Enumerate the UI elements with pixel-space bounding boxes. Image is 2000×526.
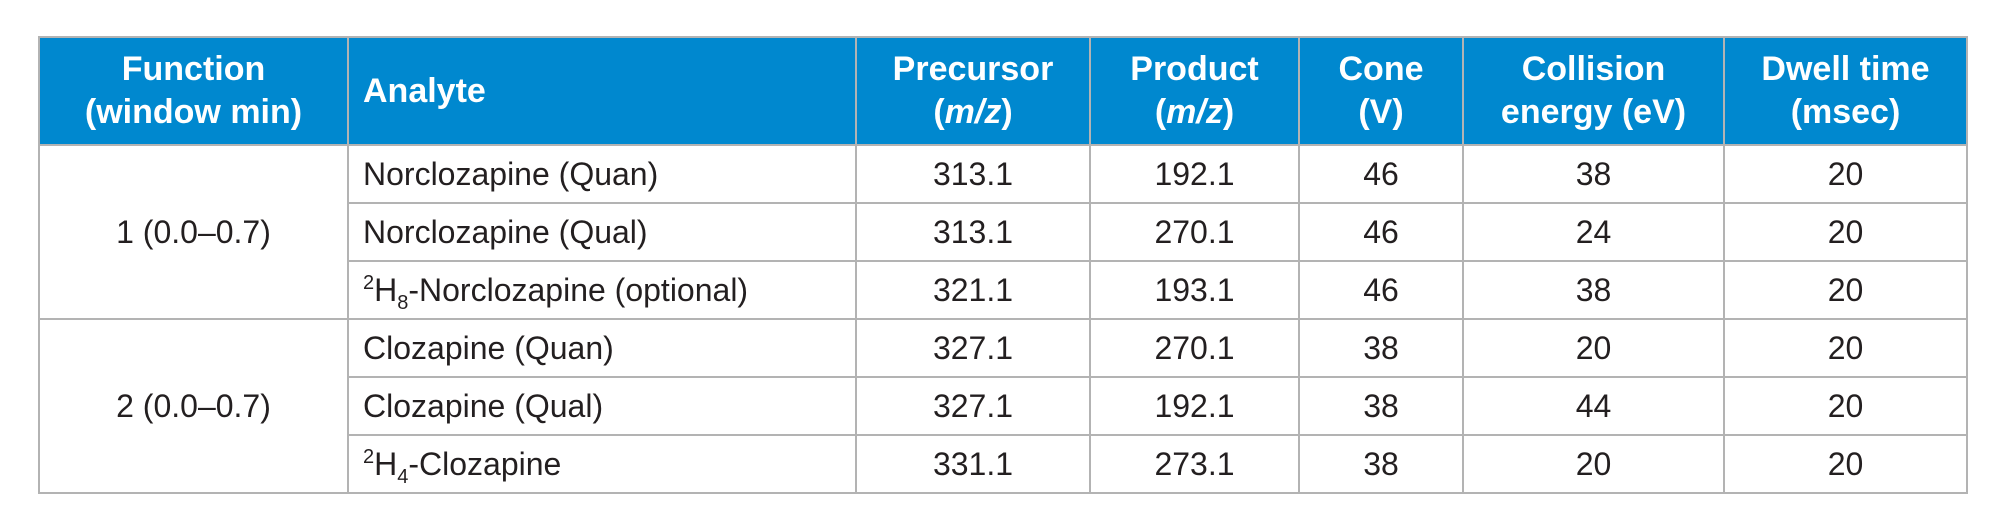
collision-cell: 20 xyxy=(1462,318,1725,378)
isotope-mass-number: 2 xyxy=(363,271,375,294)
header-dwell-line2: (msec) xyxy=(1790,93,1901,131)
dwell-cell: 20 xyxy=(1723,144,1968,204)
header-function-line2: (window min) xyxy=(84,93,303,131)
collision-cell: 44 xyxy=(1462,376,1725,436)
table-row: 1 (0.0–0.7) Norclozapine (Quan) 313.1 19… xyxy=(38,144,1968,320)
cone-cell: 46 xyxy=(1298,260,1464,320)
header-product: Product (m/z) xyxy=(1089,36,1300,146)
isotope-symbol: H xyxy=(374,271,398,308)
dwell-cell: 20 xyxy=(1723,318,1968,378)
cone-cell: 38 xyxy=(1298,434,1464,494)
header-analyte: Analyte xyxy=(347,36,857,146)
isotope-count: 4 xyxy=(397,465,409,488)
precursor-cell: 313.1 xyxy=(855,202,1091,262)
dwell-cell: 20 xyxy=(1723,202,1968,262)
analyte-cell: Norclozapine (Qual) xyxy=(347,202,857,262)
cone-cell: 46 xyxy=(1298,144,1464,204)
analyte-name: -Norclozapine (optional) xyxy=(408,271,749,308)
table-row: Clozapine (Qual) 327.1 192.1 38 44 20 xyxy=(39,376,1968,436)
header-precursor-unit: m/z xyxy=(944,93,1002,131)
analyte-name: -Clozapine xyxy=(408,445,562,482)
dwell-cell: 20 xyxy=(1723,260,1968,320)
isotope-count: 8 xyxy=(397,291,409,314)
mrm-parameters-table: Function (window min) Analyte Precursor … xyxy=(38,36,1968,494)
function-cell: 1 (0.0–0.7) xyxy=(38,144,349,320)
product-cell: 192.1 xyxy=(1089,144,1300,204)
header-product-line1: Product xyxy=(1130,50,1259,88)
header-precursor-open: ( xyxy=(933,93,945,131)
analyte-cell: 2H8-Norclozapine (optional) xyxy=(347,260,857,320)
header-analyte-label: Analyte xyxy=(363,71,486,110)
precursor-cell: 327.1 xyxy=(855,376,1091,436)
analyte-cell: 2H4-Clozapine xyxy=(347,434,857,494)
header-product-open: ( xyxy=(1154,93,1167,131)
table-body: 1 (0.0–0.7) Norclozapine (Quan) 313.1 19… xyxy=(38,144,1968,494)
analyte-cell: Norclozapine (Quan) xyxy=(347,144,857,204)
table-row: Norclozapine (Qual) 313.1 270.1 46 24 20 xyxy=(39,202,1968,262)
isotope-symbol: H xyxy=(374,445,398,482)
dwell-cell: 20 xyxy=(1723,376,1968,436)
header-cone-line2: (V) xyxy=(1358,93,1404,131)
collision-cell: 20 xyxy=(1462,434,1725,494)
header-collision-line2: energy (eV) xyxy=(1500,93,1687,131)
dwell-cell: 20 xyxy=(1723,434,1968,494)
cone-cell: 38 xyxy=(1298,376,1464,436)
header-collision-energy: Collision energy (eV) xyxy=(1462,36,1725,146)
header-row: Function (window min) Analyte Precursor … xyxy=(38,36,1968,146)
header-precursor-line1: Precursor xyxy=(892,50,1054,88)
isotope-mass-number: 2 xyxy=(363,445,375,468)
collision-cell: 24 xyxy=(1462,202,1725,262)
header-cone: Cone (V) xyxy=(1298,36,1464,146)
precursor-cell: 331.1 xyxy=(855,434,1091,494)
header-product-close: ) xyxy=(1222,93,1235,131)
function-cell: 2 (0.0–0.7) xyxy=(38,318,349,494)
table-row: 2H4-Clozapine 331.1 273.1 38 20 20 xyxy=(39,434,1968,494)
table-header: Function (window min) Analyte Precursor … xyxy=(38,36,1968,146)
header-cone-line1: Cone xyxy=(1338,50,1424,88)
header-precursor: Precursor (m/z) xyxy=(855,36,1091,146)
analyte-cell: Clozapine (Quan) xyxy=(347,318,857,378)
product-cell: 273.1 xyxy=(1089,434,1300,494)
table-row: 2 (0.0–0.7) Clozapine (Quan) 327.1 270.1… xyxy=(38,318,1968,494)
product-cell: 270.1 xyxy=(1089,202,1300,262)
collision-cell: 38 xyxy=(1462,260,1725,320)
header-dwell-line1: Dwell time xyxy=(1761,50,1930,88)
precursor-cell: 327.1 xyxy=(855,318,1091,378)
precursor-cell: 313.1 xyxy=(855,144,1091,204)
precursor-cell: 321.1 xyxy=(855,260,1091,320)
product-cell: 192.1 xyxy=(1089,376,1300,436)
header-function-line1: Function xyxy=(121,50,266,88)
table-row: 2H8-Norclozapine (optional) 321.1 193.1 … xyxy=(39,260,1968,320)
cone-cell: 46 xyxy=(1298,202,1464,262)
header-product-unit: m/z xyxy=(1166,93,1223,131)
header-precursor-close: ) xyxy=(1001,93,1013,131)
analyte-cell: Clozapine (Qual) xyxy=(347,376,857,436)
collision-cell: 38 xyxy=(1462,144,1725,204)
cone-cell: 38 xyxy=(1298,318,1464,378)
header-function: Function (window min) xyxy=(38,36,349,146)
product-cell: 193.1 xyxy=(1089,260,1300,320)
header-collision-line1: Collision xyxy=(1521,50,1666,88)
product-cell: 270.1 xyxy=(1089,318,1300,378)
header-dwell-time: Dwell time (msec) xyxy=(1723,36,1968,146)
